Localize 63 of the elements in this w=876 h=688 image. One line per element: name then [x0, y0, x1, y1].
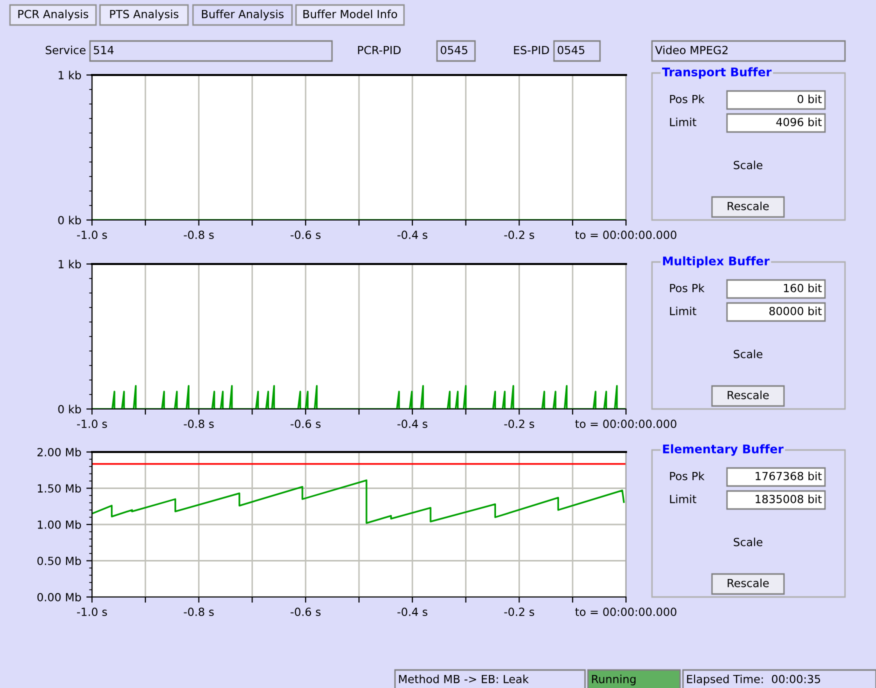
text: 0 bit [798, 94, 822, 104]
text: Buffer Model Info [303, 10, 398, 18]
y-tick-label: 2.00 Mb [37, 448, 81, 456]
text: PTS Analysis [110, 10, 178, 20]
x-tick-label: -1.0 s [77, 608, 107, 616]
x-tick-label: to = 00:00:00.000 [575, 230, 676, 240]
text: Pos Pk [670, 94, 705, 104]
x-tick-label: -0.8 s [184, 230, 214, 240]
text: Rescale [728, 390, 769, 400]
text: 514 [94, 46, 114, 54]
y-tick-label: 0.50 Mb [37, 556, 81, 566]
text: 0545 [558, 46, 584, 54]
text: 160 bit [784, 284, 822, 292]
x-tick-label: -0.8 s [184, 420, 214, 428]
text: Running [592, 674, 636, 686]
y-tick-label: 1 kb [58, 70, 81, 80]
text: Rescale [728, 202, 769, 210]
text: Scale [734, 538, 762, 546]
text: ES-PID [514, 46, 549, 54]
text: Transport Buffer [662, 67, 772, 79]
text: PCR Analysis [18, 10, 88, 20]
text: Scale [734, 160, 762, 170]
x-tick-label: -0.6 s [290, 420, 321, 428]
text: PCR-PID [358, 46, 401, 54]
x-tick-label: -1.0 s [77, 230, 107, 240]
text: 1767368 bit [756, 472, 822, 480]
text: Rescale [728, 578, 769, 588]
x-tick-label: -1.0 s [77, 420, 107, 428]
x-tick-label: -0.8 s [184, 608, 214, 616]
text: Video MPEG2 [655, 46, 728, 54]
y-tick-label: 0.00 Mb [37, 592, 81, 602]
text: 0545 [440, 46, 468, 54]
x-tick-label: -0.4 s [397, 230, 428, 240]
text: 80000 bit [769, 306, 822, 316]
y-tick-label: 0 kb [58, 216, 81, 224]
x-tick-label: -0.2 s [504, 230, 534, 240]
text: Service [46, 46, 86, 54]
text: Limit [670, 118, 696, 126]
y-tick-label: 1.50 Mb [38, 484, 81, 493]
text: Buffer Analysis [202, 10, 284, 20]
text: Limit [670, 306, 696, 316]
y-tick-label: 1 kb [58, 260, 81, 268]
text: Elapsed Time: 00:00:35 [687, 674, 820, 686]
line-series [92, 479, 625, 524]
text: Multiplex Buffer [663, 256, 770, 268]
x-tick-label: -0.4 s [397, 608, 428, 616]
x-tick-label: -0.2 s [504, 420, 534, 428]
text: Limit [670, 494, 696, 504]
x-tick-label: to = 00:00:00.000 [575, 420, 676, 428]
text: Pos Pk [670, 284, 705, 292]
y-tick-label: 0 kb [58, 404, 81, 414]
x-tick-label: -0.6 s [290, 608, 321, 616]
text: Elementary Buffer [663, 444, 784, 456]
text: 1835008 bit [756, 494, 822, 504]
x-tick-label: -0.6 s [290, 230, 321, 240]
x-tick-label: -0.2 s [504, 608, 534, 616]
x-tick-label: to = 00:00:00.000 [575, 608, 676, 616]
x-tick-label: -0.4 s [397, 420, 428, 428]
text: Method MB -> EB: Leak [399, 674, 529, 684]
y-tick-label: 1.00 Mb [38, 520, 81, 529]
text: Scale [734, 350, 762, 358]
text: Pos Pk [670, 472, 705, 480]
text: 4096 bit [776, 118, 822, 126]
